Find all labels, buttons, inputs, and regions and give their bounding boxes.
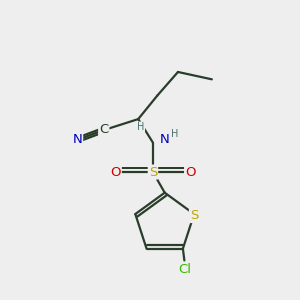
Text: O: O — [110, 166, 121, 178]
Text: H: H — [171, 129, 179, 140]
Text: Cl: Cl — [178, 263, 191, 276]
Text: N: N — [159, 133, 169, 146]
Text: N: N — [72, 133, 82, 146]
Text: H: H — [137, 122, 144, 132]
Text: C: C — [99, 123, 108, 136]
Text: S: S — [149, 166, 157, 178]
Text: S: S — [190, 209, 198, 222]
Text: O: O — [185, 166, 196, 178]
